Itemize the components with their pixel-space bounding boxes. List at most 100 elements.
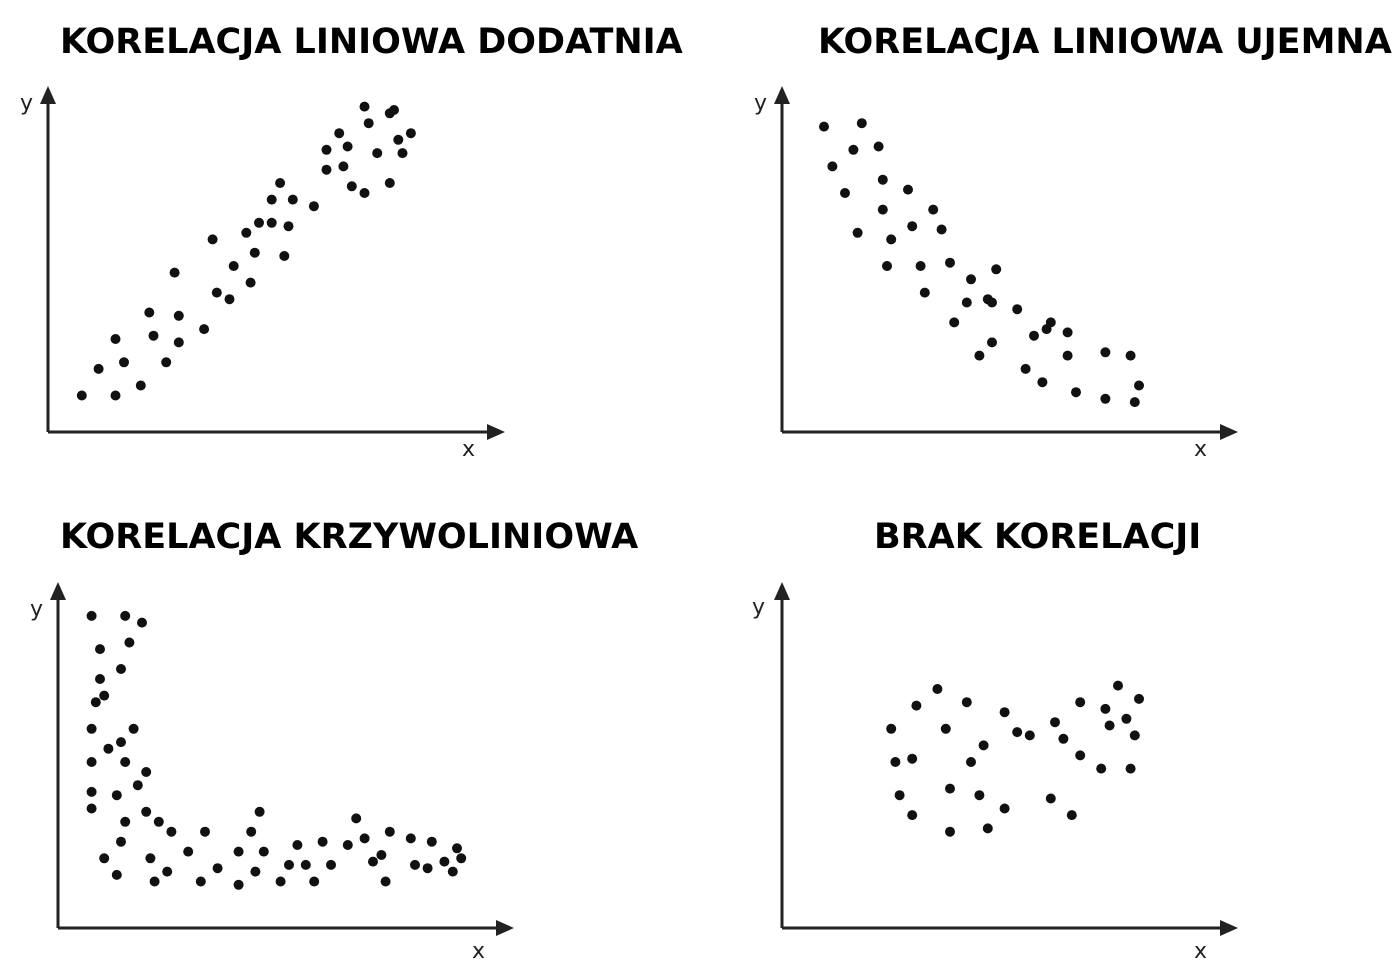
scatter-point bbox=[1129, 397, 1140, 408]
scatter-point bbox=[982, 823, 993, 834]
scatter-point bbox=[245, 277, 256, 288]
scatter-point bbox=[308, 201, 319, 212]
scatter-point bbox=[169, 267, 180, 278]
scatter-point bbox=[999, 707, 1010, 718]
scatter-point bbox=[144, 307, 155, 318]
scatter-point bbox=[224, 294, 235, 305]
scatter-point bbox=[945, 826, 955, 837]
scatter-point bbox=[132, 780, 143, 791]
scatter-point bbox=[1096, 763, 1107, 774]
scatter-point bbox=[86, 757, 97, 767]
scatter-point bbox=[877, 204, 888, 215]
scatter-point bbox=[987, 337, 997, 348]
scatter-point bbox=[886, 723, 897, 734]
scatter-point bbox=[949, 317, 960, 328]
scatter-point bbox=[384, 826, 395, 837]
scatter-point bbox=[342, 141, 353, 152]
y-axis-label: y bbox=[752, 595, 765, 620]
scatter-point bbox=[321, 144, 332, 155]
scatter-point bbox=[987, 297, 997, 308]
x-axis-arrow-icon bbox=[496, 920, 514, 936]
scatter-point bbox=[405, 833, 416, 844]
scatter-point bbox=[1104, 720, 1115, 731]
scatter-point bbox=[991, 264, 1002, 275]
scatter-point bbox=[1075, 750, 1086, 761]
scatter-point bbox=[907, 221, 918, 232]
scatter-point bbox=[945, 783, 955, 794]
scatter-point bbox=[907, 753, 918, 764]
scatter-point bbox=[212, 863, 223, 874]
scatter-point bbox=[141, 767, 152, 777]
scatter-point bbox=[393, 134, 404, 145]
scatter-point bbox=[149, 876, 160, 887]
scatter-point bbox=[890, 757, 901, 767]
scatter-point bbox=[287, 194, 298, 205]
scatter-point bbox=[103, 743, 114, 754]
scatter-point bbox=[936, 224, 947, 235]
scatter-point bbox=[1045, 793, 1056, 804]
scatter-point bbox=[359, 188, 370, 198]
scatter-point bbox=[266, 194, 277, 205]
scatter-point bbox=[86, 723, 97, 734]
scatter-point bbox=[819, 121, 829, 132]
scatter-point bbox=[961, 697, 972, 708]
scatter-point bbox=[86, 610, 97, 621]
scatter-point bbox=[334, 128, 345, 139]
scatter-point bbox=[928, 204, 939, 215]
scatter-point bbox=[1134, 693, 1144, 704]
scatter-point bbox=[1125, 763, 1136, 774]
scatter-point bbox=[389, 105, 399, 115]
scatter-point bbox=[384, 178, 395, 188]
scatter-point bbox=[284, 859, 294, 870]
scatter-point bbox=[116, 836, 126, 847]
scatter-point bbox=[999, 803, 1010, 814]
scatter-point bbox=[199, 324, 210, 335]
x-axis-arrow-icon bbox=[1220, 920, 1238, 936]
y-axis-label: y bbox=[30, 597, 43, 622]
scatter-point bbox=[233, 879, 244, 890]
scatter-point bbox=[195, 876, 206, 887]
y-axis-arrow-icon bbox=[774, 86, 790, 104]
scatter-point bbox=[120, 757, 131, 767]
scatter-point bbox=[95, 644, 105, 655]
scatter-point bbox=[1075, 697, 1086, 708]
scatter-point bbox=[111, 790, 122, 801]
scatter-point bbox=[283, 221, 294, 232]
scatter-point bbox=[258, 846, 269, 857]
scatter-point bbox=[116, 664, 126, 674]
scatter-point bbox=[228, 261, 239, 271]
scatter-point bbox=[359, 833, 370, 844]
scatter-point bbox=[279, 251, 290, 261]
scatter-point bbox=[422, 863, 433, 874]
scatter-point bbox=[873, 141, 884, 152]
scatter-point bbox=[292, 840, 303, 850]
scatter-point bbox=[141, 806, 152, 817]
scatter-point bbox=[1012, 304, 1023, 315]
scatter-point bbox=[162, 866, 173, 877]
scatter-point bbox=[1037, 377, 1048, 388]
scatter-point bbox=[124, 637, 135, 648]
scatter-point bbox=[173, 310, 184, 321]
scatter-point bbox=[95, 674, 105, 684]
scatter-point bbox=[1100, 393, 1111, 404]
scatter-point bbox=[1100, 347, 1111, 358]
scatter-point bbox=[183, 846, 194, 857]
scatter-point bbox=[86, 786, 97, 797]
scatter-point bbox=[1024, 730, 1035, 741]
y-axis-label: y bbox=[20, 91, 33, 116]
scatter-point bbox=[894, 790, 905, 801]
scatter-point bbox=[275, 178, 286, 188]
scatter-point bbox=[110, 334, 121, 344]
scatter-point bbox=[110, 390, 121, 401]
scatter-point bbox=[397, 148, 408, 159]
scatter-point bbox=[326, 859, 336, 870]
panel-title: KORELACJA LINIOWA UJEMNA bbox=[818, 22, 1392, 62]
scatter-point bbox=[961, 297, 972, 308]
scatter-point bbox=[338, 161, 349, 172]
panel-curvilinear: KORELACJA KRZYWOLINIOWA y x bbox=[30, 517, 638, 964]
scatter-point bbox=[86, 803, 97, 814]
scatter-point bbox=[359, 101, 370, 112]
scatter-point bbox=[99, 690, 110, 701]
scatter-point bbox=[1071, 387, 1081, 398]
scatter-point bbox=[456, 853, 467, 864]
